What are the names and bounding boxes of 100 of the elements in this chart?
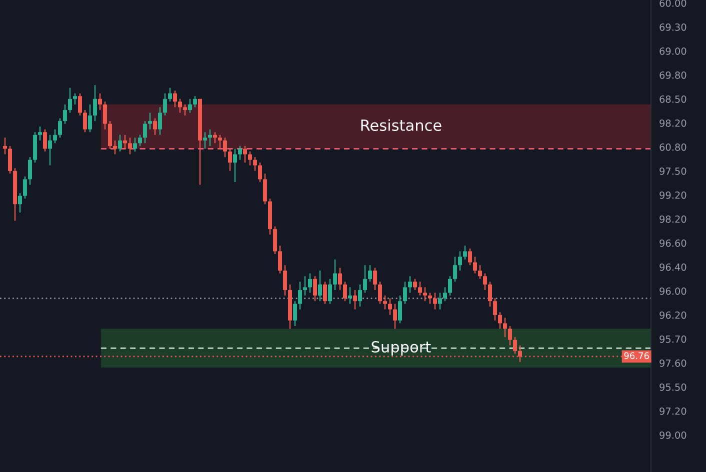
candlestick (173, 90, 177, 108)
candlestick (208, 128, 212, 147)
candlestick (363, 264, 367, 294)
candlestick (323, 281, 327, 304)
candlestick (118, 134, 122, 152)
candlestick (223, 137, 227, 158)
candlestick (148, 112, 152, 130)
candlestick (463, 245, 467, 260)
candlestick (438, 292, 442, 310)
text: 99.00 (660, 431, 686, 439)
candlestick (68, 87, 72, 114)
candlestick (338, 267, 342, 291)
text: 69.00 (660, 47, 686, 55)
candlestick (163, 92, 167, 116)
candlestick (418, 281, 422, 296)
candlestick (378, 281, 382, 304)
candlestick (158, 106, 162, 136)
candlestick (423, 286, 427, 302)
candlestick (73, 92, 77, 105)
text: 97.50 (660, 167, 686, 175)
candlestick (218, 134, 222, 150)
candlestick (98, 92, 102, 111)
text: 96.00 (660, 287, 686, 295)
candlestick (513, 336, 517, 354)
candlestick (38, 126, 42, 141)
text: 96.60 (660, 239, 686, 247)
candlestick (178, 98, 182, 114)
candlestick (153, 118, 157, 136)
candlestick (83, 109, 87, 133)
text: 98.20 (660, 119, 686, 127)
candlestick (103, 101, 107, 130)
candlestick (43, 128, 47, 152)
candlestick (248, 150, 252, 166)
candlestick (233, 148, 237, 183)
candlestick (93, 84, 97, 122)
candlestick (443, 286, 447, 302)
candlestick (123, 134, 127, 150)
candlestick (488, 281, 492, 308)
candlestick (168, 87, 172, 102)
candlestick (28, 156, 32, 186)
candlestick (8, 145, 12, 174)
candlestick (358, 284, 362, 308)
candlestick (398, 295, 402, 324)
candlestick (228, 148, 232, 172)
candlestick (433, 292, 437, 310)
candlestick (368, 264, 372, 282)
candlestick (133, 137, 137, 152)
band-label: Resistance (361, 119, 442, 132)
candlestick (478, 264, 482, 280)
candlestick (373, 267, 377, 291)
text: 96.20 (660, 311, 686, 319)
text: 98.20 (660, 215, 686, 223)
candlestick (343, 281, 347, 302)
candlestick (213, 132, 217, 144)
candlestick (18, 192, 22, 214)
candlestick (483, 272, 487, 291)
candlestick (403, 281, 407, 304)
candlestick (348, 286, 352, 304)
text: 60.80 (660, 143, 686, 151)
candlestick (413, 278, 417, 291)
text: 95.50 (660, 383, 686, 391)
candlestick (273, 226, 277, 255)
candlestick (393, 303, 397, 330)
candlestick (138, 134, 142, 147)
candlestick (128, 137, 132, 155)
candlestick (58, 118, 62, 138)
candlestick (428, 292, 432, 304)
candlestick (143, 120, 147, 144)
candlestick (293, 300, 297, 327)
candlestick (458, 250, 462, 272)
candlestick (48, 134, 52, 166)
candlestick (63, 104, 67, 124)
candlestick (298, 281, 302, 310)
candlestick (388, 298, 392, 316)
candlestick (473, 256, 477, 274)
candlestick (3, 137, 7, 155)
candlestick (328, 278, 332, 304)
candlestick (203, 132, 207, 150)
text: 95.70 (660, 335, 686, 343)
candlestick (278, 245, 282, 274)
candlestick (238, 145, 242, 160)
candlestick (23, 176, 27, 200)
candlestick (448, 276, 452, 296)
candlestick (408, 276, 412, 294)
candlestick (188, 98, 192, 114)
candlestick (303, 276, 307, 296)
text: 69.80 (660, 71, 686, 79)
candlestick (353, 289, 357, 310)
candlestick (453, 256, 457, 282)
candlestick (53, 128, 57, 144)
annotation: 96.76 (624, 352, 649, 360)
candlestick (263, 173, 267, 205)
candlestick (283, 264, 287, 296)
candlestick (243, 145, 247, 164)
candlestick (508, 325, 512, 346)
candlestick (498, 312, 502, 330)
candlestick (313, 276, 317, 302)
candlestick (253, 156, 257, 172)
candlestick (468, 248, 472, 266)
candlestick (318, 270, 322, 302)
